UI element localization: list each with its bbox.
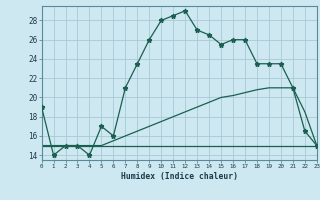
X-axis label: Humidex (Indice chaleur): Humidex (Indice chaleur) — [121, 172, 238, 181]
